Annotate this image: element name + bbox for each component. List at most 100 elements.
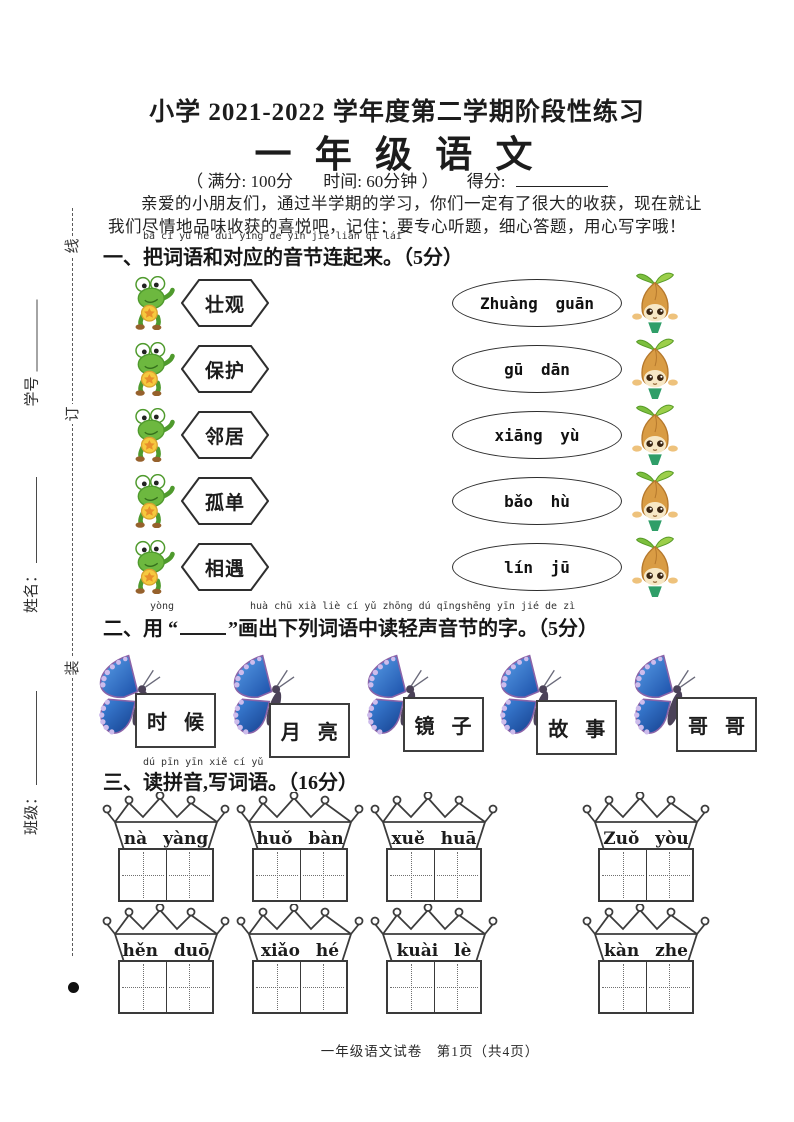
full-score-label: （ 满分: 100分 [186, 172, 293, 191]
butterfly-word-unit: 月 亮 [229, 645, 356, 758]
pinyin-ellipse[interactable]: Zhuàng guān [452, 279, 622, 327]
intro-line-1: 亲爱的小朋友们，通过半学期的学习，你们一定有了很大的收获，现在就让 [141, 194, 702, 213]
writing-cell[interactable] [645, 850, 693, 900]
section2-title-prefix: 二、用 “ [103, 618, 178, 640]
time-label: 时间: 60分钟 ） [323, 172, 439, 191]
match-row: 邻居 xiāng yù [100, 402, 760, 468]
word-box[interactable]: 哥 哥 [676, 697, 757, 752]
student-number-label: 学号 [24, 376, 40, 407]
writing-cell[interactable] [433, 962, 481, 1012]
writing-cell[interactable] [433, 850, 481, 900]
writing-grid[interactable] [252, 960, 348, 1014]
word-label: 孤单 [204, 492, 245, 514]
word-hexagon[interactable]: 孤单 [181, 477, 269, 525]
word-box[interactable]: 镜 子 [402, 697, 484, 752]
butterfly-word-unit: 故 事 [496, 645, 623, 757]
word-label: 邻居 [204, 426, 245, 448]
writing-cell[interactable] [388, 850, 434, 900]
pinyin-ellipse[interactable]: xiāng yù [452, 411, 622, 459]
score-blank[interactable] [515, 171, 608, 187]
butterfly-word-unit: 镜 子 [363, 645, 490, 757]
writing-cell[interactable] [120, 962, 166, 1012]
binding-char-zhuang: 装 [63, 658, 83, 678]
binding-char-xian: 线 [63, 236, 83, 256]
word-hexagon[interactable]: 邻居 [181, 411, 269, 459]
light-tone-exercise: 时 候 月 亮 镜 子 故 事 哥 哥 [95, 645, 757, 758]
writing-cell[interactable] [299, 962, 347, 1012]
crown-pinyin-label: kàn zhe [604, 941, 688, 961]
onion-sprout-icon [631, 536, 679, 598]
binding-char-ding: 订 [63, 404, 83, 424]
writing-grid[interactable] [386, 960, 482, 1014]
section1-title: 一、把词语和对应的音节连起来。（5分） [103, 247, 463, 269]
writing-cell[interactable] [600, 850, 646, 900]
crown-pinyin-label: kuài lè [396, 941, 472, 961]
writing-cell[interactable] [299, 850, 347, 900]
writing-cell[interactable] [120, 850, 166, 900]
pinyin-label: Zhuàng guān [480, 293, 594, 313]
pinyin-ellipse[interactable]: bǎo hù [452, 477, 622, 525]
writing-cell[interactable] [165, 962, 213, 1012]
onion-sprout-icon [631, 338, 679, 400]
writing-grid[interactable] [252, 848, 348, 902]
student-number-blank[interactable] [23, 299, 38, 372]
writing-cell[interactable] [165, 850, 213, 900]
pinyin-crown-unit: Zuǒ yòu [580, 792, 712, 902]
writing-grid[interactable] [118, 848, 214, 902]
pinyin-label: xiāng yù [494, 425, 580, 445]
pinyin-crown-unit: xuě huā [368, 792, 500, 902]
match-row: 壮观 Zhuàng guān [100, 270, 760, 336]
word-hexagon[interactable]: 相遇 [181, 543, 269, 591]
writing-cell[interactable] [600, 962, 646, 1012]
word-hexagon[interactable]: 保护 [181, 345, 269, 393]
writing-grid[interactable] [598, 960, 694, 1014]
grade-subject-title: 一 年 级 语 文 [254, 135, 540, 176]
word-box[interactable]: 时 候 [135, 693, 216, 748]
match-row: 保护 gū dān [100, 336, 760, 402]
frog-icon [130, 276, 178, 330]
frog-icon [130, 474, 178, 528]
writing-cell[interactable] [254, 850, 300, 900]
registration-dot [68, 982, 79, 993]
writing-grid[interactable] [598, 848, 694, 902]
student-name-blank[interactable] [23, 477, 37, 563]
crown-pinyin-label: Zuǒ yòu [603, 829, 689, 849]
pinyin-label: bǎo hù [504, 491, 570, 511]
intro-paragraph: 亲爱的小朋友们，通过半学期的学习，你们一定有了很大的收获，现在就让 我们尽情地品… [108, 192, 758, 238]
writing-grid[interactable] [386, 848, 482, 902]
section2-pinyin-part2: huà chū xià liè cí yǔ zhōng dú qīngshēng… [250, 601, 576, 612]
word-box[interactable]: 故 事 [536, 700, 618, 755]
word-label: 壮观 [204, 294, 245, 316]
word-label: 保护 [204, 360, 245, 382]
word-box[interactable]: 月 亮 [268, 703, 350, 758]
writing-cell[interactable] [645, 962, 693, 1012]
pinyin-crown-unit: nà yàng [100, 792, 232, 902]
pinyin-label: lín jū [504, 557, 570, 577]
word-hexagon[interactable]: 壮观 [181, 279, 269, 327]
student-number-field: 学号 [20, 266, 42, 441]
pinyin-ellipse[interactable]: gū dān [452, 345, 622, 393]
onion-sprout-icon [631, 470, 679, 532]
pinyin-crown-unit: kuài lè [368, 904, 500, 1014]
onion-sprout-icon [631, 404, 679, 466]
frog-icon [130, 540, 178, 594]
pinyin-label: gū dān [504, 359, 570, 379]
writing-cell[interactable] [254, 962, 300, 1012]
student-class-blank[interactable] [23, 691, 37, 785]
pinyin-crown-unit: huǒ bàn [234, 792, 366, 902]
butterfly-word-unit: 时 候 [95, 645, 222, 757]
crown-pinyin-label: nà yàng [123, 829, 209, 849]
pinyin-crown-unit: xiǎo hé [234, 904, 366, 1014]
match-row: 相遇 lín jū [100, 534, 760, 600]
score-label: 得分: [466, 172, 506, 191]
section2-title: 二、用 “ ”画出下列词语中读轻声音节的字。（5分） [103, 612, 598, 641]
section3-pinyin: dú pīn yīn xiě cí yǔ [143, 757, 264, 768]
section2-title-suffix: ”画出下列词语中读轻声音节的字。（5分） [228, 618, 598, 640]
writing-grid[interactable] [118, 960, 214, 1014]
writing-cell[interactable] [388, 962, 434, 1012]
pinyin-ellipse[interactable]: lín jū [452, 543, 622, 591]
butterfly-word-unit: 哥 哥 [630, 645, 757, 757]
write-words-row-1: nà yàng huǒ bàn xuě huā Zuǒ yòu [100, 792, 760, 902]
section1-pinyin: bǎ cí yǔ hé duì yìng de yīn jié lián qǐ … [143, 231, 402, 242]
